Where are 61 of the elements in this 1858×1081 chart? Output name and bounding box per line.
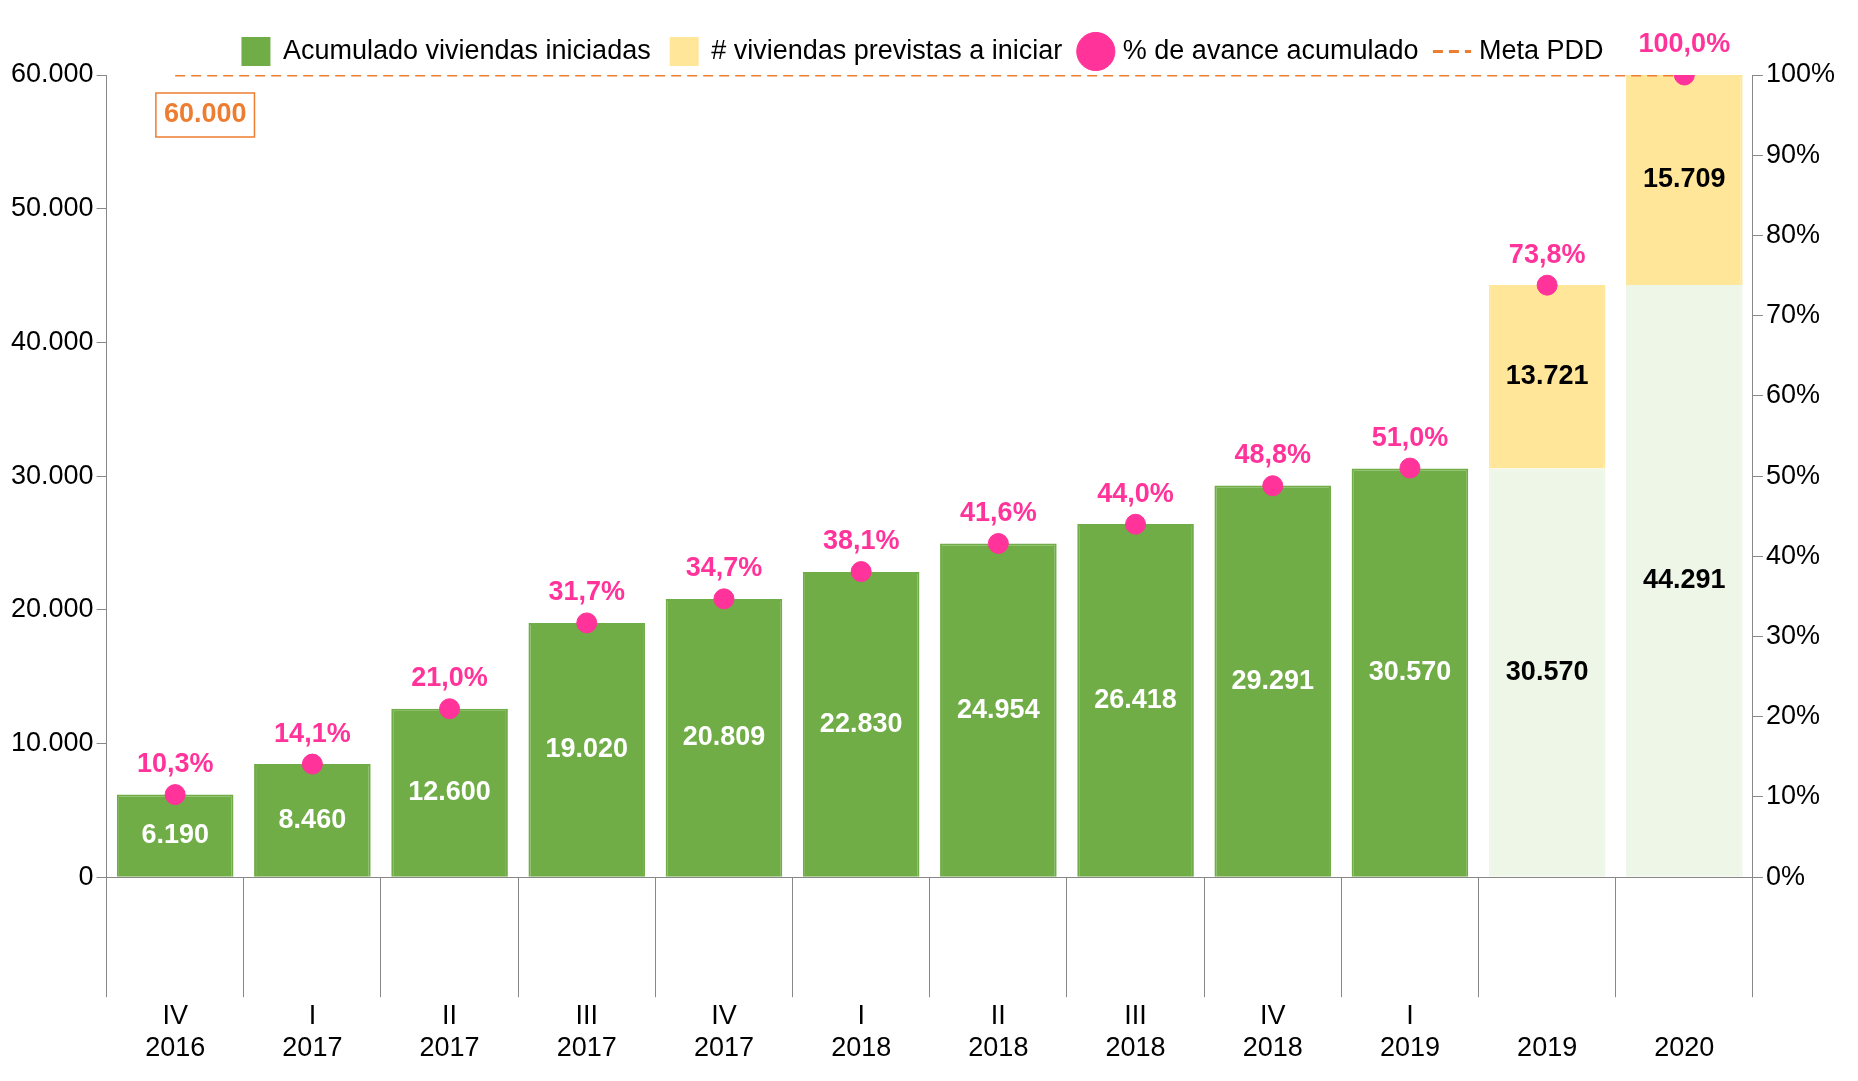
data-label: 44.291	[1643, 564, 1726, 595]
y2-tick-label: 40%	[1765, 539, 1820, 570]
data-label: 14,1%	[274, 717, 351, 748]
data-label: 21,0%	[411, 662, 488, 693]
y2-tick-label: 0%	[1765, 860, 1805, 891]
x-tick-label: IV 2016	[145, 999, 206, 1063]
y-tick-label: 0	[78, 860, 94, 891]
y2-tick-label: 70%	[1765, 299, 1820, 330]
data-label: 19.020	[545, 733, 629, 764]
data-label: 34,7%	[685, 552, 763, 583]
y-tick-label: 60.000	[10, 58, 94, 89]
x-tick-label: I 2019	[1379, 999, 1440, 1063]
data-label: 48,8%	[1234, 439, 1312, 470]
data-label: 29.291	[1231, 664, 1315, 695]
x-tick-label: I 2018	[831, 999, 892, 1063]
x-tick-label: III 2018	[1105, 999, 1166, 1063]
data-label: 12.600	[408, 776, 491, 807]
x-tick-label: IV 2017	[693, 999, 755, 1063]
y-tick-label: 10.000	[10, 726, 94, 757]
y2-tick-label: 80%	[1765, 218, 1820, 249]
data-label: 13.721	[1505, 360, 1589, 391]
data-label: 73,8%	[1508, 238, 1586, 269]
y2-tick-label: 50%	[1765, 459, 1820, 490]
data-label: 8.460	[278, 803, 347, 834]
x-tick-label: 2019	[1517, 1032, 1578, 1063]
data-label: 31,7%	[548, 576, 626, 607]
y-tick-label: 50.000	[10, 192, 94, 223]
data-label: 24.954	[957, 693, 1040, 724]
y2-tick-label: 100%	[1765, 58, 1836, 89]
y2-tick-label: 60%	[1765, 379, 1820, 410]
x-tick-label: IV 2018	[1242, 999, 1303, 1063]
x-tick-label: 2020	[1654, 1032, 1715, 1063]
y2-tick-label: 30%	[1765, 619, 1820, 650]
data-label: 6.190	[141, 819, 209, 850]
data-label: 51,0%	[1371, 421, 1449, 452]
data-label: 20.809	[682, 721, 766, 752]
x-tick-label: III 2017	[556, 999, 617, 1063]
data-label: 22.830	[819, 707, 903, 738]
data-label: 41,6%	[960, 496, 1037, 527]
legend-label: Meta PDD	[1479, 34, 1604, 65]
x-tick-label: I 2017	[282, 999, 343, 1063]
legend-label: % de avance acumulado	[1122, 34, 1419, 65]
x-tick-label: II 2018	[968, 999, 1029, 1063]
legend-label: Acumulado viviendas iniciadas	[282, 34, 651, 65]
data-label: 44,0%	[1097, 477, 1174, 508]
data-label: 15.709	[1643, 163, 1726, 194]
y2-tick-label: 20%	[1765, 700, 1820, 731]
x-tick-label: II 2017	[419, 999, 480, 1063]
y2-tick-label: 90%	[1765, 138, 1820, 169]
annotation: 60.000	[163, 98, 247, 129]
y-tick-label: 30.000	[10, 459, 94, 490]
data-label: 30.570	[1368, 656, 1452, 687]
y-tick-label: 20.000	[10, 593, 94, 624]
data-label: 10,3%	[136, 748, 214, 779]
data-label: 26.418	[1094, 683, 1177, 714]
data-label: 100,0%	[1638, 28, 1731, 59]
legend-label: # viviendas previstas a iniciar	[711, 34, 1063, 65]
y2-tick-label: 10%	[1765, 780, 1820, 811]
data-label: 30.570	[1505, 656, 1589, 687]
y-tick-label: 40.000	[10, 325, 94, 356]
data-label: 38,1%	[822, 525, 900, 556]
